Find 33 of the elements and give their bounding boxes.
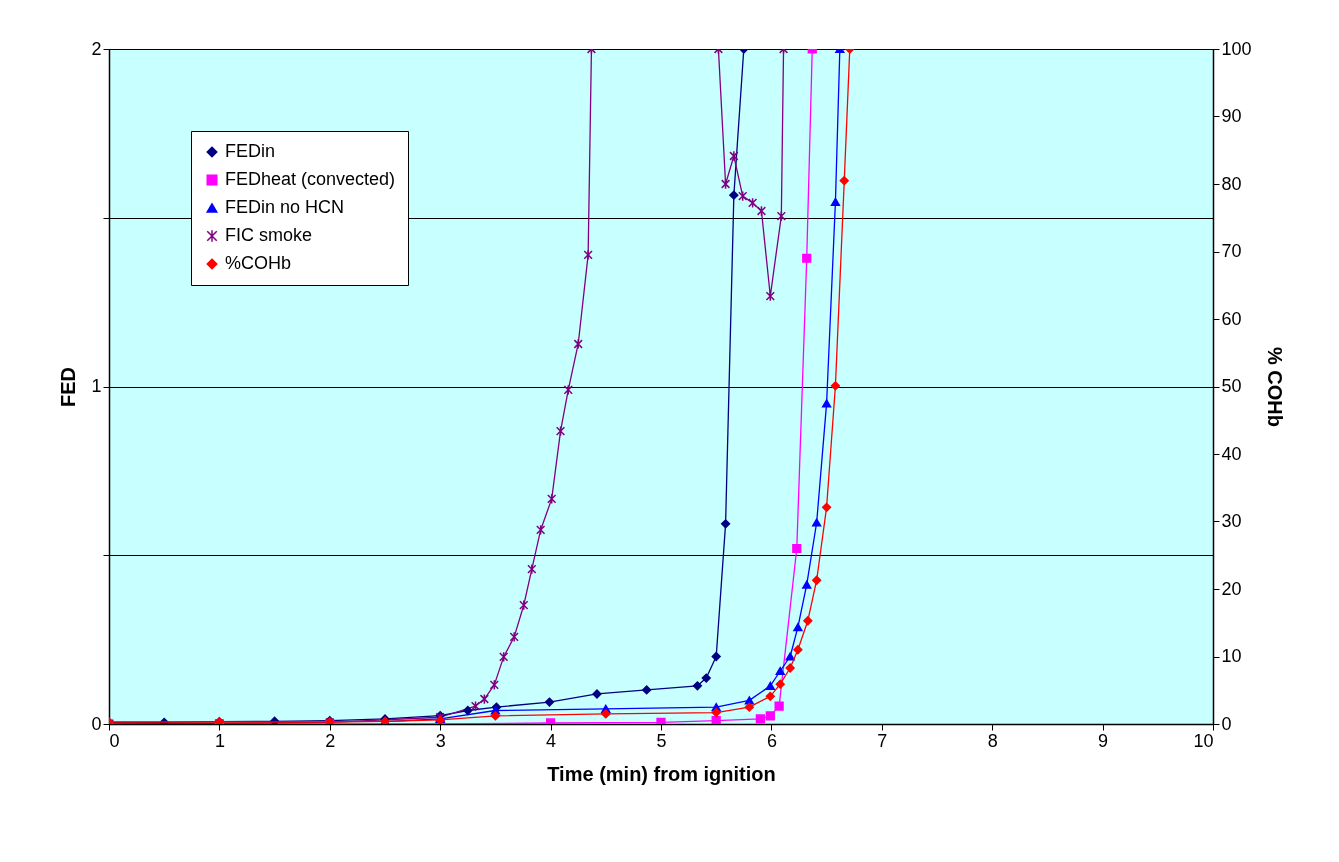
y2-tick-label: 100 (1221, 38, 1252, 59)
x-tick-label: 7 (877, 730, 888, 751)
y-tick-label: 2 (91, 38, 102, 59)
x-tick-label: 8 (987, 730, 998, 751)
legend-label: FEDin no HCN (225, 197, 345, 217)
y2-tick-label: 50 (1221, 376, 1242, 396)
legend-label: FEDin (225, 141, 276, 161)
y2-tick-label: 40 (1221, 443, 1242, 464)
y2-tick-label: 80 (1221, 173, 1242, 194)
x-tick-label: 9 (1098, 730, 1109, 751)
legend-label: FIC smoke (225, 225, 313, 245)
x-tick-label: 2 (325, 730, 336, 751)
y-tick-label: 0 (91, 713, 102, 734)
x-axis-title: Time (min) from ignition (547, 762, 776, 785)
x-tick-label: 1 (214, 730, 225, 751)
y2-tick-label: 20 (1221, 578, 1242, 599)
y2-tick-label: 60 (1221, 308, 1242, 329)
y2-tick-label: 70 (1221, 241, 1242, 261)
legend-label: %COHb (225, 253, 292, 273)
x-tick-label: 6 (766, 730, 777, 751)
y2-tick-label: 10 (1221, 646, 1242, 666)
x-tick-label: 0 (109, 730, 120, 751)
y-axis-title: FED (57, 367, 80, 407)
x-tick-label: 3 (435, 730, 446, 751)
y2-tick-label: 30 (1221, 511, 1242, 531)
y2-axis-title: % COHb (1263, 347, 1286, 427)
x-tick-label: 4 (546, 730, 557, 751)
legend-label: FEDheat (convected) (225, 169, 396, 189)
x-tick-label: 5 (656, 730, 667, 751)
x-tick-label: 10 (1193, 730, 1214, 751)
y-tick-label: 1 (91, 376, 102, 396)
y2-tick-label: 0 (1221, 713, 1232, 734)
y2-tick-label: 90 (1221, 106, 1242, 126)
